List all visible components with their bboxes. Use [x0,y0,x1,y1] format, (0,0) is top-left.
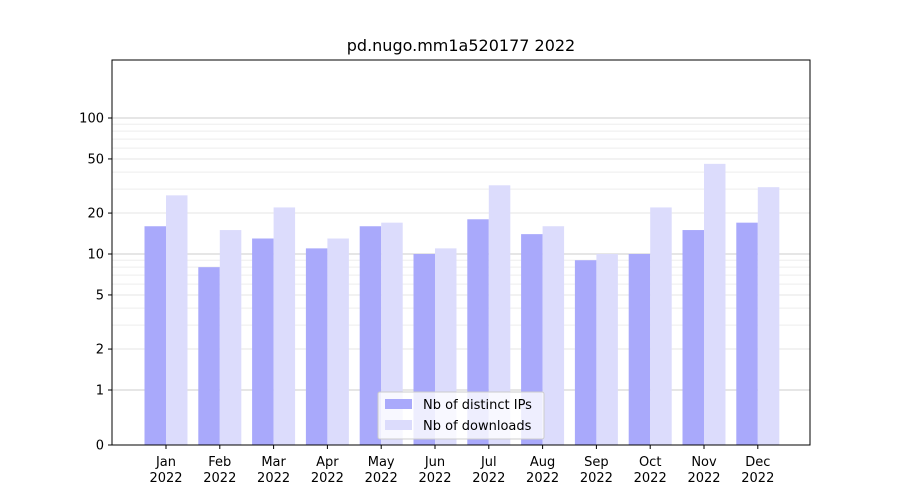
x-tick-label-year: 2022 [257,471,290,486]
x-tick-label-year: 2022 [418,471,451,486]
bar-downloads [327,238,349,445]
bar-downloads [650,207,672,445]
bar-distinct-ips [198,267,220,445]
chart-title: pd.nugo.mm1a520177 2022 [347,36,575,55]
plot-frame [111,59,811,446]
legend: Nb of distinct IPs Nb of downloads [377,391,545,440]
legend-label-downloads: Nb of downloads [423,419,532,434]
bar-distinct-ips [305,248,328,445]
x-tick-label-month: Mar [261,455,286,470]
bar-downloads [596,254,618,445]
y-tick-label: 1 [96,384,104,399]
x-tick-label-year: 2022 [526,471,559,486]
bar-distinct-ips [736,222,758,445]
y-tick-label: 20 [87,207,104,222]
legend-box [377,391,545,440]
y-tick-label: 0 [96,439,104,454]
x-tick-label-year: 2022 [741,471,774,486]
bar-distinct-ips [252,238,274,445]
y-axis: 0 1 2 5 10 20 50 100 [79,112,112,454]
y-tick-label: 100 [79,112,104,127]
y-tick-label: 5 [96,288,104,303]
bar-downloads [757,187,780,445]
y-tick-label: 10 [87,248,104,263]
bar-distinct-ips [628,254,651,445]
bar-downloads [273,207,296,445]
x-tick-label-month: Jun [424,455,445,470]
legend-label-ips: Nb of distinct IPs [423,398,532,413]
x-tick-label-month: Feb [208,455,231,470]
bar-downloads [542,226,565,445]
bar-downloads [219,230,242,445]
x-tick-label-year: 2022 [203,471,236,486]
bar-downloads [381,222,403,445]
bar-distinct-ips [682,230,704,445]
x-tick-label-year: 2022 [311,471,344,486]
bar-downloads [488,185,511,445]
x-tick-label-year: 2022 [365,471,398,486]
x-tick-label-month: Oct [639,455,661,470]
x-tick-label-year: 2022 [472,471,505,486]
x-tick-label-month: Sep [584,455,609,470]
y-tick-label: 2 [96,343,104,358]
x-tick-label-month: Jan [155,455,176,470]
legend-swatch-downloads [385,420,412,430]
x-tick-label-year: 2022 [149,471,182,486]
x-tick-label-month: Aug [530,455,555,470]
bar-distinct-ips [359,226,382,445]
x-tick-label-month: Dec [745,455,770,470]
legend-swatch-ips [385,399,412,409]
bar-downloads [704,163,726,445]
x-tick-label-month: Jul [480,455,497,470]
x-tick-label-year: 2022 [580,471,613,486]
bar-distinct-ips [467,219,489,445]
x-tick-label-year: 2022 [634,471,667,486]
x-axis: Jan2022Feb2022Mar2022Apr2022May2022Jun20… [149,445,774,486]
x-tick-label-month: May [368,455,395,470]
bar-distinct-ips [144,226,166,445]
x-tick-label-year: 2022 [687,471,720,486]
y-tick-label: 50 [87,152,104,167]
x-tick-label-month: Apr [316,455,339,470]
bar-downloads [166,195,188,445]
bar-distinct-ips [574,260,597,445]
x-tick-label-month: Nov [691,455,717,470]
